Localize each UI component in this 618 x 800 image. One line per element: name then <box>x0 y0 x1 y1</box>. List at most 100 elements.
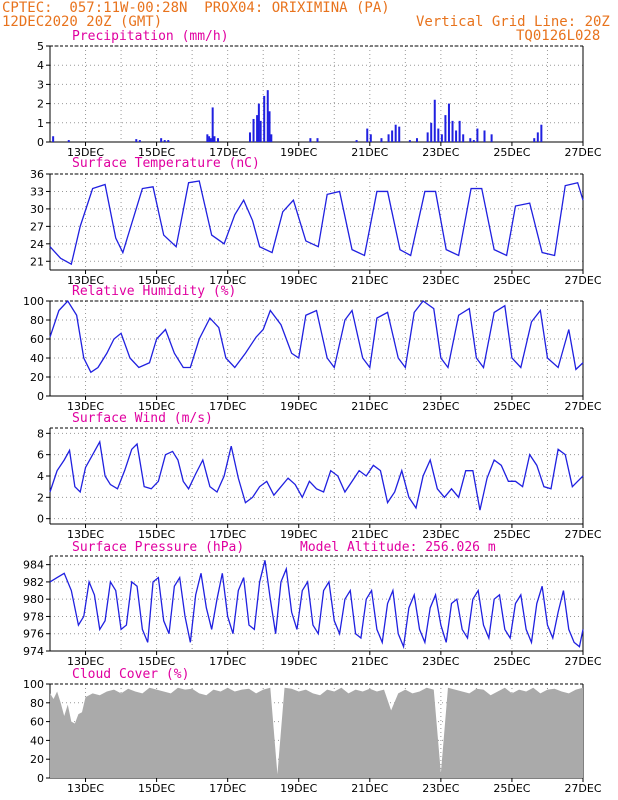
precip-panel: 0 1 2 3 4 5 13DEC 15DEC 17DEC 19DEC 21DEC 23DEC 25DE… <box>37 40 602 159</box>
rh-xtick-label: 25DEC <box>493 400 530 413</box>
precip-bar <box>391 130 394 142</box>
pres-ytick-label: 980 <box>23 593 44 606</box>
pres-panel: 974 976 978 980 982 984 13DEC 15DEC 17DEC 19DEC 21… <box>23 555 602 668</box>
rh-xtick-label: 15DEC <box>138 400 175 413</box>
precip-bar <box>206 134 209 142</box>
precip-bar <box>268 111 271 142</box>
rh-panel: 0 20 40 60 80 100 13DEC 15DEC 17DEC 19DEC 21DEC 23D… <box>23 295 602 413</box>
wind-xtick-label: 19DEC <box>280 528 317 541</box>
precip-bar <box>455 130 458 142</box>
precip-bar <box>394 124 397 142</box>
pres-ytick-label: 984 <box>23 559 44 572</box>
precip-bar <box>540 124 543 142</box>
rh-xtick-label: 13DEC <box>67 400 104 413</box>
precip-bar <box>316 138 319 142</box>
cloud-xtick-label: 19DEC <box>280 782 317 795</box>
temp-ytick-label: 27 <box>30 220 44 233</box>
precip-bar <box>252 118 255 142</box>
rh-title: Relative Humidity (%) <box>72 284 237 299</box>
cloud-xtick-label: 23DEC <box>422 782 459 795</box>
temp-ytick-label: 21 <box>30 255 44 268</box>
wind-xtick-label: 23DEC <box>422 528 459 541</box>
precip-bar <box>490 134 493 142</box>
temp-ytick-label: 30 <box>30 203 44 216</box>
precip-ytick-label: 3 <box>37 78 44 91</box>
rh-ytick-label: 60 <box>30 333 44 346</box>
precip-bar <box>256 115 259 142</box>
cloud-title: Cloud Cover (%) <box>72 667 190 682</box>
precip-bar <box>52 136 55 142</box>
pres-ytick-label: 976 <box>23 628 44 641</box>
wind-xtick-label: 13DEC <box>67 528 104 541</box>
temp-xtick-label: 17DEC <box>209 274 246 287</box>
cloud-xtick-label: 17DEC <box>209 782 246 795</box>
precip-bar <box>217 138 220 142</box>
cloud-area-fill <box>50 687 583 778</box>
precip-bar <box>138 140 141 142</box>
cloud-xtick-label: 27DEC <box>564 782 601 795</box>
precip-bar <box>211 107 214 142</box>
precip-xtick-label: 23DEC <box>422 146 459 159</box>
wind-ytick-label: 0 <box>37 513 44 526</box>
precip-bar <box>437 128 440 142</box>
cloud-xtick-label: 15DEC <box>138 782 175 795</box>
precip-xtick-label: 21DEC <box>351 146 388 159</box>
temp-xtick-label: 21DEC <box>351 274 388 287</box>
rh-xtick-label: 21DEC <box>351 400 388 413</box>
precip-bar <box>387 134 390 142</box>
rh-series-line <box>49 299 584 374</box>
precip-bar <box>462 134 465 142</box>
header-location: CPTEC: 057:11W-00:28N PROX04: ORIXIMINA … <box>2 0 390 16</box>
precip-bar <box>408 140 411 142</box>
pres-xtick-label: 15DEC <box>138 655 175 668</box>
wind-title: Surface Wind (m/s) <box>72 411 213 426</box>
rh-xtick-label: 19DEC <box>280 400 317 413</box>
cloud-ytick-label: 0 <box>37 772 44 785</box>
precip-bar <box>533 138 536 142</box>
precip-ytick-label: 4 <box>37 59 44 72</box>
temp-series-line <box>49 180 584 266</box>
precip-bar <box>309 138 312 142</box>
temp-xtick-label: 15DEC <box>138 274 175 287</box>
precip-bar <box>270 134 273 142</box>
wind-xtick-label: 25DEC <box>493 528 530 541</box>
header-grid-line: Vertical Grid Line: 20Z <box>416 14 610 30</box>
precip-xtick-label: 25DEC <box>493 146 530 159</box>
precip-bar <box>451 120 454 142</box>
rh-ytick-label: 100 <box>23 295 44 308</box>
precip-bar <box>472 140 475 142</box>
wind-series-line <box>49 439 584 511</box>
precip-bar <box>355 140 358 142</box>
pres-xtick-label: 25DEC <box>493 655 530 668</box>
rh-ytick-label: 20 <box>30 371 44 384</box>
header-code: TQ0126L028 <box>516 28 601 44</box>
precip-bar <box>536 132 539 142</box>
temp-ytick-label: 36 <box>30 168 44 181</box>
precip-bar <box>469 138 472 142</box>
cloud-xtick-label: 21DEC <box>351 782 388 795</box>
precip-bar <box>483 130 486 142</box>
wind-xtick-label: 17DEC <box>209 528 246 541</box>
precip-bar <box>444 115 447 142</box>
temp-xtick-label: 23DEC <box>422 274 459 287</box>
cloud-xtick-label: 25DEC <box>493 782 530 795</box>
temp-ytick-label: 24 <box>30 238 44 251</box>
precip-ytick-label: 5 <box>37 40 44 53</box>
temp-xtick-label: 25DEC <box>493 274 530 287</box>
temp-title: Surface Temperature (nC) <box>72 156 260 171</box>
header-date: 12DEC2020 20Z (GMT) <box>2 14 163 30</box>
pres-xtick-label: 27DEC <box>564 655 601 668</box>
pres-ytick-label: 982 <box>23 576 44 589</box>
temp-panel: 21 24 27 30 33 36 13DEC 15DEC 17DEC 19DEC 21DEC 23D… <box>30 168 602 287</box>
precip-bar <box>208 136 211 142</box>
precip-ytick-label: 2 <box>37 98 44 111</box>
temp-xtick-label: 13DEC <box>67 274 104 287</box>
precip-bar <box>167 140 170 142</box>
precip-bar <box>263 95 266 142</box>
precip-bar <box>135 139 138 142</box>
precip-bar <box>67 140 70 142</box>
rh-ytick-label: 40 <box>30 352 44 365</box>
wind-ytick-label: 2 <box>37 491 44 504</box>
pres-title: Surface Pressure (hPa) <box>72 540 245 555</box>
precip-xtick-label: 13DEC <box>67 146 104 159</box>
